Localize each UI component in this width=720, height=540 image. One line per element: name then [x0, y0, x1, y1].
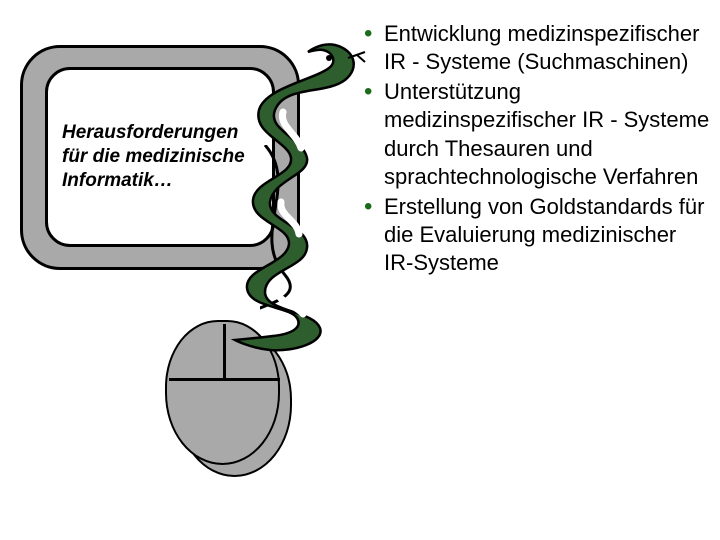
bullet-text: Unterstützung medizinspezifischer IR - S… [384, 79, 709, 188]
monitor-label: Herausforderungen für die medizinische I… [62, 121, 258, 192]
monitor-line: Herausforderungen [62, 122, 238, 143]
monitor-line: Informatik… [62, 170, 173, 191]
mouse-button-divider [223, 324, 226, 380]
monitor-screen: Herausforderungen für die medizinische I… [45, 67, 275, 247]
bullet-item: Entwicklung medizinspezifischer IR - Sys… [360, 20, 710, 76]
bullet-item: Erstellung von Goldstandards für die Eva… [360, 193, 710, 277]
illustration-group: Herausforderungen für die medizinische I… [20, 45, 350, 475]
mouse-midline [169, 378, 280, 381]
bullet-text: Erstellung von Goldstandards für die Eva… [384, 194, 704, 275]
bullet-text: Entwicklung medizinspezifischer IR - Sys… [384, 21, 699, 74]
mouse-cable [260, 145, 310, 335]
bullet-list: Entwicklung medizinspezifischer IR - Sys… [360, 20, 710, 279]
monitor-line: für die medizinische [62, 146, 245, 167]
slide: Herausforderungen für die medizinische I… [0, 0, 720, 540]
bullet-item: Unterstützung medizinspezifischer IR - S… [360, 78, 710, 191]
mouse-body [165, 320, 280, 465]
